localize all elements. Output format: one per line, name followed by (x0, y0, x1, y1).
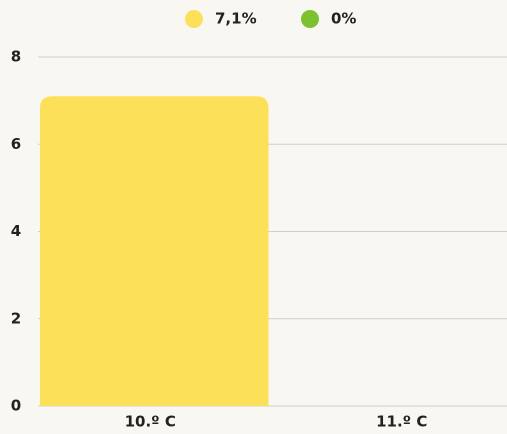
legend-swatch (185, 10, 203, 28)
y-tick-label: 6 (11, 135, 21, 153)
x-tick-label: 10.º C (125, 413, 176, 431)
legend-label: 7,1% (215, 10, 257, 28)
bar (40, 96, 269, 406)
legend-label: 0% (331, 10, 356, 28)
y-tick-label: 8 (11, 48, 21, 66)
x-tick-label: 11.º C (376, 413, 427, 431)
legend-swatch (301, 10, 319, 28)
y-tick-label: 0 (11, 397, 21, 415)
y-tick-label: 2 (11, 309, 21, 327)
y-tick-label: 4 (11, 222, 21, 240)
